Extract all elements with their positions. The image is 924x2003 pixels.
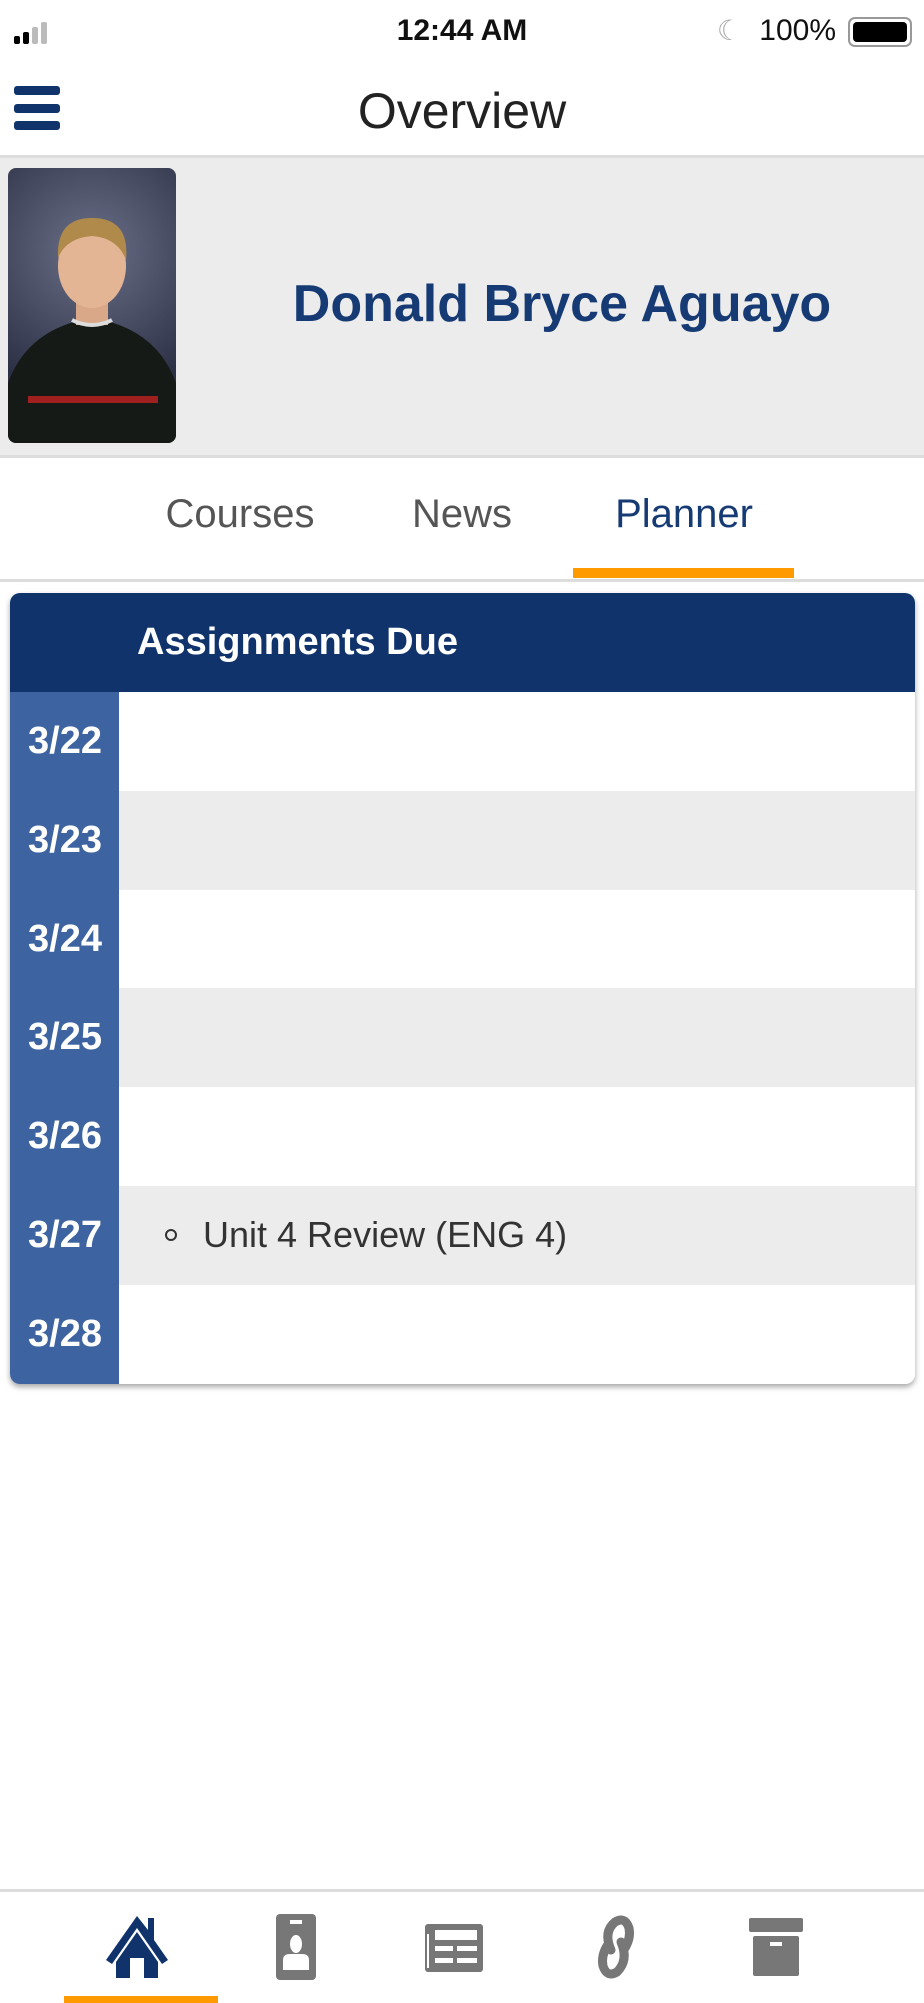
home-icon[interactable] — [102, 1912, 172, 1982]
planner-heading: Assignments Due — [10, 593, 915, 692]
page-title: Overview — [357, 83, 567, 139]
link-icon[interactable] — [581, 1912, 651, 1982]
id-badge-icon[interactable] — [260, 1912, 330, 1982]
status-bar: 12:44 AM ☾ 100% — [0, 0, 924, 64]
signal-icon — [14, 22, 47, 44]
row-assignments — [119, 692, 915, 791]
row-assignments — [119, 889, 915, 989]
assignment-item[interactable]: Unit 4 Review (ENG 4) — [203, 1214, 568, 1256]
tab-courses[interactable]: Courses — [165, 492, 315, 536]
bullet-icon — [165, 1229, 177, 1242]
app-header: Overview — [0, 64, 924, 158]
row-assignments: Unit 4 Review (ENG 4) — [119, 1185, 915, 1285]
planner-row: 3/25 — [10, 988, 915, 1088]
planner-row: 3/26 — [10, 1087, 915, 1186]
row-date: 3/25 — [10, 988, 119, 1088]
bottom-nav — [0, 1889, 924, 2003]
profile-banner: Donald Bryce Aguayo — [0, 158, 924, 458]
newspaper-icon[interactable] — [419, 1912, 489, 1982]
tab-news[interactable]: News — [411, 492, 513, 536]
battery-icon — [848, 17, 912, 47]
row-date: 3/27 — [10, 1185, 119, 1285]
archive-icon[interactable] — [741, 1912, 811, 1982]
row-date: 3/23 — [10, 790, 119, 890]
student-name: Donald Bryce Aguayo — [292, 275, 832, 333]
row-date: 3/26 — [10, 1087, 119, 1186]
tab-bar: Courses News Planner — [0, 460, 924, 582]
row-date: 3/22 — [10, 692, 119, 791]
row-assignments — [119, 1284, 915, 1384]
planner-row: 3/24 — [10, 889, 915, 989]
active-tab-indicator — [573, 568, 794, 578]
status-time: 12:44 AM — [396, 14, 528, 47]
row-assignments — [119, 988, 915, 1088]
hamburger-icon[interactable] — [14, 86, 60, 130]
tab-planner[interactable]: Planner — [615, 492, 753, 536]
row-assignments — [119, 1087, 915, 1186]
row-assignments — [119, 790, 915, 890]
row-date: 3/28 — [10, 1284, 119, 1384]
row-date: 3/24 — [10, 889, 119, 989]
moon-icon: ☾ — [716, 15, 742, 46]
battery-percent: 100% — [759, 14, 836, 47]
planner-row: 3/27 Unit 4 Review (ENG 4) — [10, 1185, 915, 1285]
planner-row: 3/22 — [10, 692, 915, 791]
planner-row: 3/28 — [10, 1284, 915, 1384]
planner-card: Assignments Due 3/22 3/23 3/24 3/25 3/26 3/27… — [10, 593, 915, 1384]
planner-row: 3/23 — [10, 790, 915, 890]
student-photo — [8, 168, 176, 443]
